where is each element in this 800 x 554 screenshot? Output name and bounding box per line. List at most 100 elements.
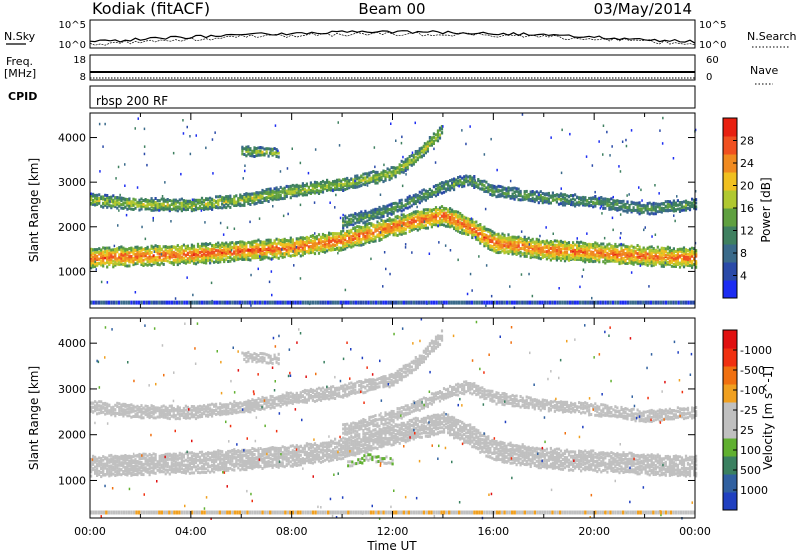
data-cell — [174, 251, 177, 255]
data-cell — [521, 252, 524, 256]
data-cell — [392, 300, 395, 305]
data-cell — [632, 206, 635, 210]
data-cell — [411, 151, 414, 154]
data-cell — [92, 300, 95, 305]
data-cell — [287, 185, 290, 189]
data-cell — [686, 263, 690, 267]
data-cell — [90, 192, 92, 195]
data-cell — [633, 202, 635, 206]
data-cell — [582, 195, 585, 199]
data-cell — [360, 225, 363, 229]
data-cell — [457, 210, 460, 214]
data-cell — [136, 256, 139, 260]
data-cell — [525, 189, 528, 193]
data-cell — [638, 201, 641, 205]
data-cell — [202, 252, 206, 256]
data-cell — [646, 209, 649, 213]
data-cell — [453, 210, 456, 214]
data-cell — [537, 238, 540, 242]
data-cell — [338, 144, 341, 147]
data-cell — [485, 242, 488, 245]
data-cell — [164, 245, 167, 249]
data-cell — [138, 208, 141, 212]
data-cell — [620, 200, 623, 203]
data-cell — [525, 245, 528, 249]
data-cell — [688, 247, 692, 251]
data-cell — [384, 224, 387, 228]
data-cell — [265, 196, 268, 200]
data-cell — [265, 247, 268, 251]
data-cell — [428, 252, 431, 255]
data-cell — [251, 247, 254, 251]
data-cell — [642, 210, 645, 214]
data-cell — [90, 198, 93, 202]
data-cell — [358, 214, 361, 218]
data-cell — [507, 242, 510, 246]
data-cell — [306, 300, 310, 305]
data-cell — [642, 258, 645, 262]
data-cell — [517, 235, 520, 239]
data-cell — [184, 260, 187, 264]
data-cell — [368, 171, 371, 175]
data-cell — [493, 233, 496, 237]
data-cell — [373, 146, 376, 149]
data-cell — [632, 300, 635, 305]
data-cell — [537, 251, 540, 255]
data-cell — [400, 206, 403, 209]
data-cell — [467, 219, 470, 223]
data-cell — [259, 240, 262, 244]
data-cell — [483, 233, 486, 236]
data-cell — [317, 248, 321, 252]
data-cell — [574, 202, 577, 206]
data-cell — [348, 186, 351, 190]
data-cell — [491, 240, 494, 244]
data-cell — [328, 238, 331, 242]
data-cell — [477, 223, 480, 227]
data-cell — [449, 216, 452, 219]
data-cell — [410, 214, 413, 217]
data-cell — [98, 199, 101, 202]
data-cell — [217, 199, 220, 203]
data-cell — [693, 263, 696, 267]
data-cell — [307, 240, 310, 244]
data-cell — [432, 142, 435, 145]
data-cell — [367, 300, 370, 305]
data-cell — [100, 248, 103, 252]
data-cell — [265, 147, 268, 151]
data-cell — [584, 257, 587, 261]
data-cell — [255, 242, 258, 246]
data-cell — [213, 244, 216, 247]
data-cell — [271, 242, 274, 246]
band-patch — [241, 145, 280, 159]
data-cell — [527, 251, 530, 255]
data-cell — [108, 198, 111, 201]
data-cell — [566, 300, 569, 305]
data-cell — [128, 258, 131, 262]
data-cell — [329, 201, 331, 204]
data-cell — [660, 258, 663, 262]
data-cell — [483, 236, 486, 240]
data-cell — [370, 236, 373, 240]
data-cell — [529, 250, 532, 253]
data-cell — [249, 220, 251, 224]
data-cell — [578, 256, 581, 260]
data-cell — [404, 246, 407, 249]
data-cell — [279, 300, 282, 305]
data-cell — [358, 218, 361, 222]
data-cell — [261, 150, 264, 154]
data-cell — [693, 250, 696, 254]
data-cell — [370, 170, 373, 174]
data-cell — [297, 251, 300, 255]
data-cell — [561, 256, 565, 260]
data-cell — [192, 198, 196, 202]
data-cell — [444, 216, 448, 220]
data-cell — [388, 232, 391, 236]
data-cell — [354, 221, 357, 225]
data-cell — [571, 300, 574, 305]
data-cell — [211, 197, 214, 201]
data-cell — [124, 205, 127, 209]
data-cell — [319, 300, 322, 305]
data-cell — [354, 216, 357, 220]
data-cell — [166, 203, 169, 207]
data-cell — [283, 196, 286, 200]
